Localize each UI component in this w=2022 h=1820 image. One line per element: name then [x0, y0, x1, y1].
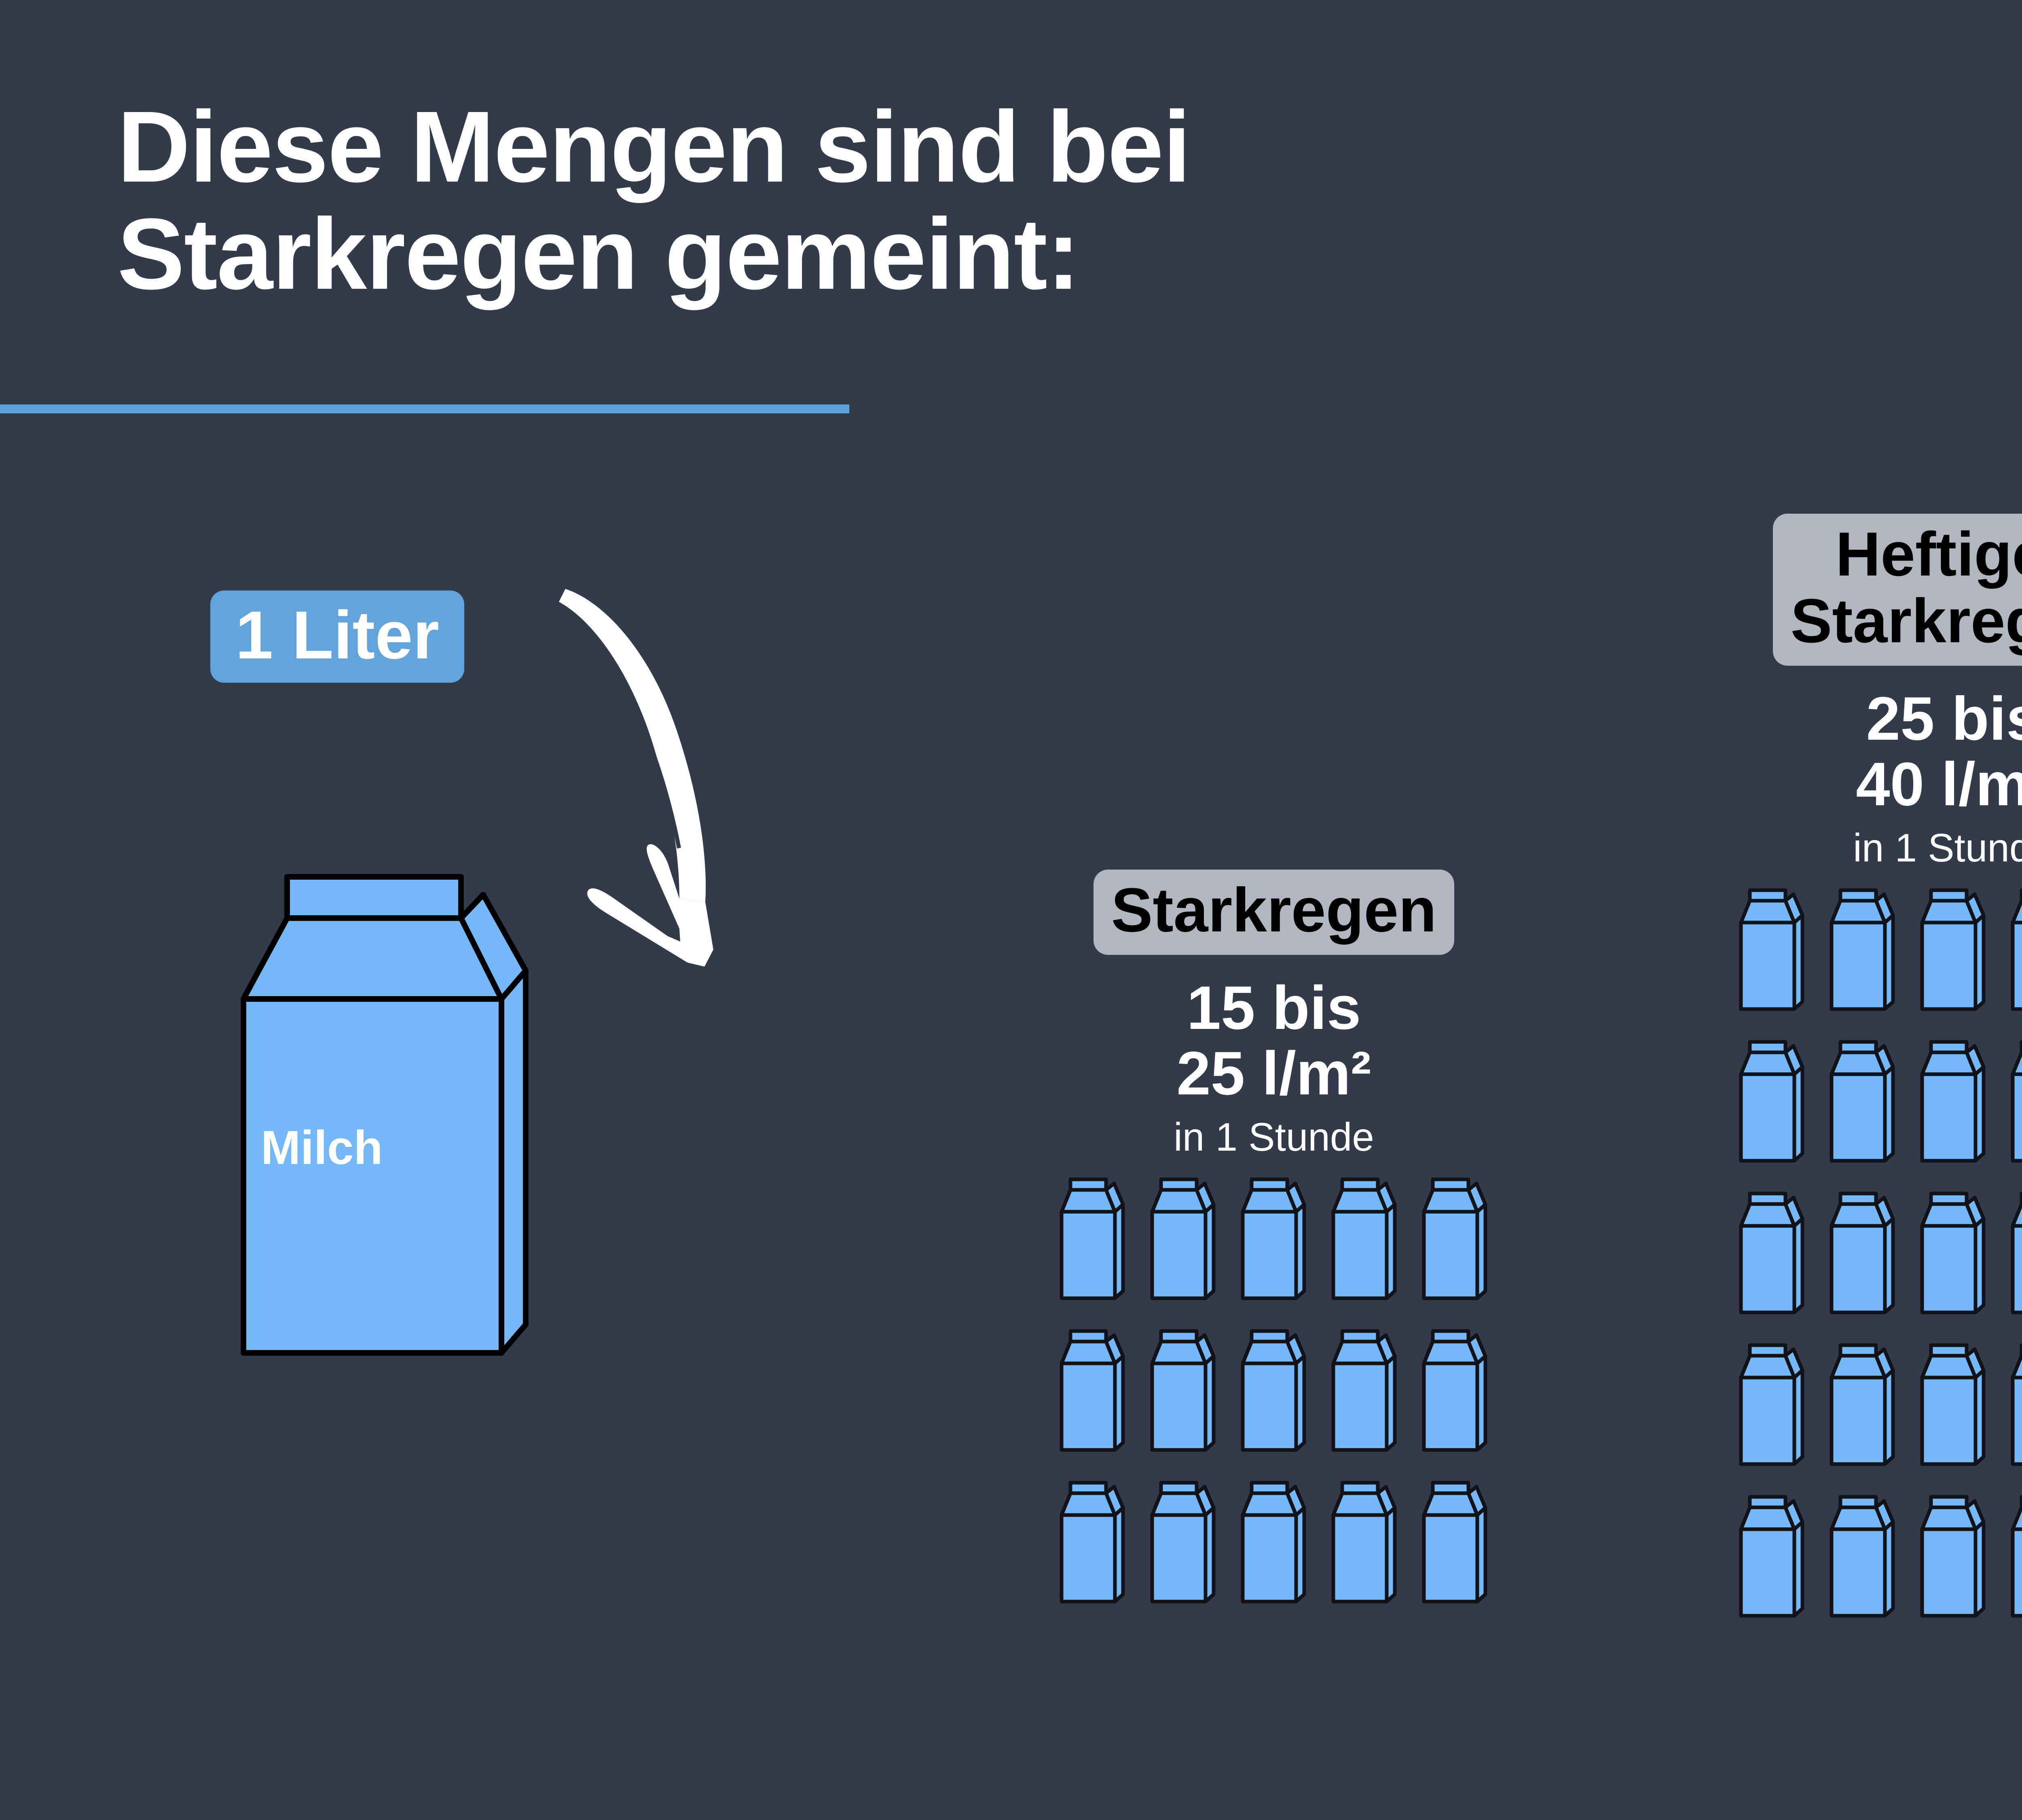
milk-carton-icon [1738, 1494, 1806, 1622]
milk-carton-icon [2009, 1343, 2022, 1470]
milk-carton-icon [1421, 1329, 1489, 1456]
carton-row [1738, 888, 2022, 1015]
milk-carton-icon [1828, 888, 1897, 1015]
curved-down-arrow-icon [558, 578, 768, 1003]
one-liter-badge: 1 Liter [210, 590, 465, 683]
milk-carton-icon [1421, 1480, 1489, 1608]
title-accent-rule [0, 404, 849, 413]
category-badge-label: Starkregen [1111, 875, 1437, 945]
milk-carton-icon [1330, 1177, 1399, 1304]
amount-label-starkregen: 15 bis 25 l/m² [1176, 973, 1371, 1108]
milk-carton-icon [1058, 1480, 1127, 1608]
milk-carton-icon [1149, 1329, 1218, 1456]
milk-carton-icon [1919, 1343, 1988, 1470]
milk-carton-icon [1149, 1480, 1218, 1608]
milk-carton-icon [1738, 1191, 1806, 1318]
one-liter-badge-label: 1 Liter [235, 597, 440, 673]
title-line-2: Starkregen gemeint: [117, 197, 1080, 310]
carton-row [1058, 1177, 1489, 1304]
milk-carton-icon [1239, 1329, 1308, 1456]
carton-row [1058, 1329, 1489, 1456]
milk-carton-icon [2009, 1494, 2022, 1622]
milk-carton-icon [1738, 1343, 1806, 1470]
carton-grid-heftiger-starkregen [1686, 888, 2022, 1622]
carton-row [1738, 1494, 2022, 1622]
title-line-1: Diese Mengen sind bei [117, 90, 1191, 203]
period-label-heftiger-starkregen: in 1 Stunde [1853, 825, 2022, 870]
milk-carton-icon [1330, 1329, 1399, 1456]
milk-carton-illustration [235, 870, 542, 1383]
milk-carton-icon [1330, 1480, 1399, 1608]
milk-carton-icon [1738, 888, 1806, 1015]
milk-carton-icon [1149, 1177, 1218, 1304]
milk-carton-icon [2009, 1039, 2022, 1167]
milk-carton-icon [1738, 1039, 1806, 1167]
category-column-starkregen: Starkregen 15 bis 25 l/m² in 1 Stunde [1007, 870, 1541, 1608]
milk-carton-icon [1239, 1177, 1308, 1304]
carton-row [1738, 1191, 2022, 1318]
amount-label-heftiger-starkregen: 25 bis 40 l/m² [1856, 684, 2022, 819]
page-title: Diese Mengen sind bei Starkregen gemeint… [117, 93, 1573, 307]
category-badge-starkregen: Starkregen [1093, 870, 1455, 955]
milk-carton-icon [1919, 888, 1988, 1015]
milk-carton-icon [2009, 1191, 2022, 1318]
milk-carton-icon [1828, 1191, 1897, 1318]
milk-carton-icon [1919, 1039, 1988, 1167]
milk-carton-icon [2009, 888, 2022, 1015]
carton-grid-starkregen [1007, 1177, 1541, 1608]
milk-carton-icon [1828, 1494, 1897, 1622]
carton-row [1058, 1480, 1489, 1608]
category-badge-heftiger-starkregen: Heftiger Starkregen [1772, 514, 2022, 666]
carton-row [1738, 1343, 2022, 1470]
milk-carton-icon [1919, 1494, 1988, 1622]
milk-carton-icon [1828, 1343, 1897, 1470]
category-column-heftiger-starkregen: Heftiger Starkregen 25 bis 40 l/m² in 1 … [1686, 514, 2022, 1622]
milk-carton-icon [1058, 1329, 1127, 1456]
milk-carton-icon [1828, 1039, 1897, 1167]
period-label-starkregen: in 1 Stunde [1174, 1115, 1374, 1160]
milk-carton-icon [1058, 1177, 1127, 1304]
milk-carton-icon [1239, 1480, 1308, 1608]
milk-carton-icon [1421, 1177, 1489, 1304]
carton-row [1738, 1039, 2022, 1167]
category-badge-label: Heftiger Starkregen [1790, 519, 2022, 656]
milk-carton-icon [1919, 1191, 1988, 1318]
